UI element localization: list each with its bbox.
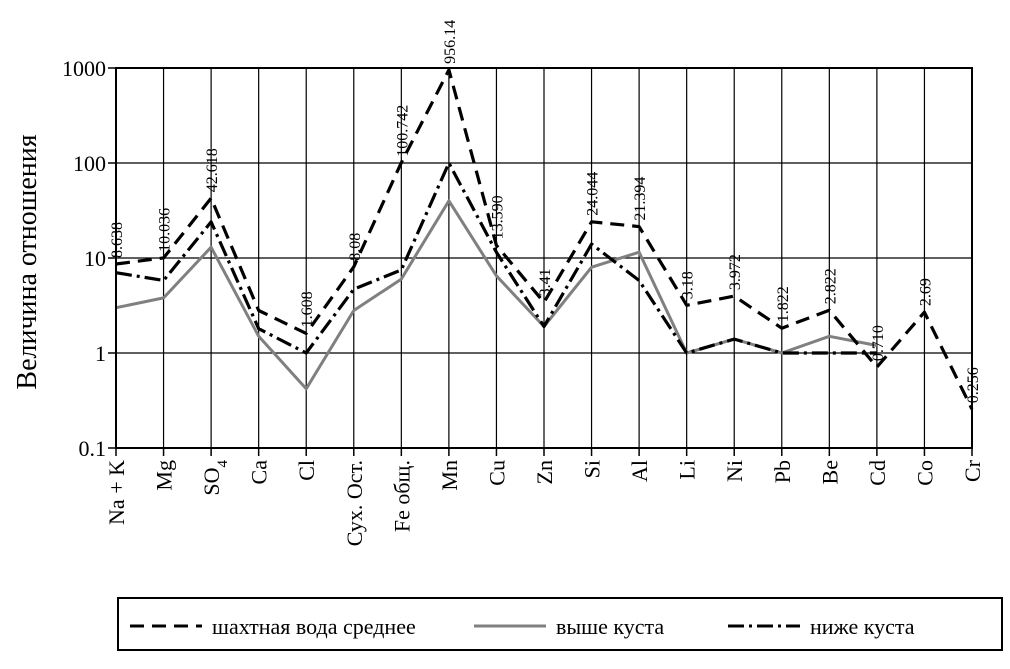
data-label: 8.08 bbox=[347, 233, 364, 261]
x-tick-label: Be bbox=[817, 460, 842, 484]
x-tick-label: Na + K bbox=[104, 460, 129, 525]
x-axis-ticks: Na + K Mg SO4 Ca Cl Сух. Ост. Fe общ. Mn Cu Zn Si A… bbox=[104, 448, 985, 546]
x-tick-label: Cd bbox=[865, 460, 890, 486]
x-tick-label: Li bbox=[675, 460, 700, 480]
data-label: 100.742 bbox=[394, 105, 411, 157]
plot-frame bbox=[115, 67, 973, 449]
data-label: 1.608 bbox=[299, 291, 316, 327]
data-label: 13.590 bbox=[489, 195, 506, 239]
data-label: 1.822 bbox=[775, 286, 792, 322]
legend-label: шахтная вода среднее bbox=[212, 614, 416, 639]
data-labels: 8.638 10.036 42.618 1.608 8.08 100.742 956.14 1… bbox=[109, 20, 982, 403]
grid bbox=[116, 67, 972, 449]
x-tick-label: Ca bbox=[247, 460, 272, 485]
data-label: 21.394 bbox=[632, 177, 649, 221]
x-tick-label: Mn bbox=[437, 460, 462, 491]
series-line bbox=[115, 161, 877, 355]
data-label: 0.710 bbox=[870, 325, 887, 361]
x-tick-label: Mg bbox=[152, 460, 177, 491]
legend-label: выше куста bbox=[556, 614, 664, 639]
series-lines bbox=[115, 68, 974, 410]
x-tick-label: Pb bbox=[770, 460, 795, 483]
data-label: 3.18 bbox=[680, 271, 697, 299]
y-axis-ticks: 0.1 1 10 100 1000 bbox=[62, 56, 116, 461]
data-label: 2.69 bbox=[917, 278, 934, 306]
y-tick-label: 1000 bbox=[62, 56, 106, 81]
y-tick-label: 0.1 bbox=[79, 436, 107, 461]
x-tick-label: Si bbox=[580, 460, 605, 478]
x-tick-label: Cl bbox=[294, 460, 319, 481]
x-tick-label: Fe общ. bbox=[389, 460, 414, 532]
legend-frame bbox=[117, 597, 1003, 651]
data-label: 42.618 bbox=[204, 148, 221, 192]
x-tick-label: Al bbox=[627, 460, 652, 482]
x-tick-label: Zn bbox=[532, 460, 557, 484]
legend: шахтная вода среднее выше куста ниже куста bbox=[117, 597, 1003, 651]
y-axis-title: Величина отношения bbox=[12, 134, 43, 389]
legend-label: ниже куста bbox=[810, 614, 915, 639]
x-tick-label: Co bbox=[912, 460, 937, 486]
x-tick-label: Cu bbox=[484, 460, 509, 486]
x-tick-label: Сух. Ост. bbox=[342, 460, 367, 546]
y-tick-label: 100 bbox=[73, 151, 106, 176]
y-tick-label: 1 bbox=[95, 341, 106, 366]
x-tick-label: Ni bbox=[722, 460, 747, 482]
data-label: 3.41 bbox=[537, 268, 554, 296]
data-label: 8.638 bbox=[109, 222, 126, 258]
data-label: 10.036 bbox=[157, 208, 174, 252]
series-line bbox=[115, 68, 974, 410]
x-tick-label: Cr bbox=[960, 459, 985, 482]
data-label: 2.822 bbox=[822, 268, 839, 304]
data-label: 24.044 bbox=[585, 172, 602, 216]
data-label: 0.256 bbox=[965, 367, 982, 403]
data-label: 956.14 bbox=[442, 20, 459, 64]
y-tick-label: 10 bbox=[84, 246, 106, 271]
x-tick-label: SO4 bbox=[199, 460, 231, 496]
data-label: 3.972 bbox=[727, 254, 744, 290]
